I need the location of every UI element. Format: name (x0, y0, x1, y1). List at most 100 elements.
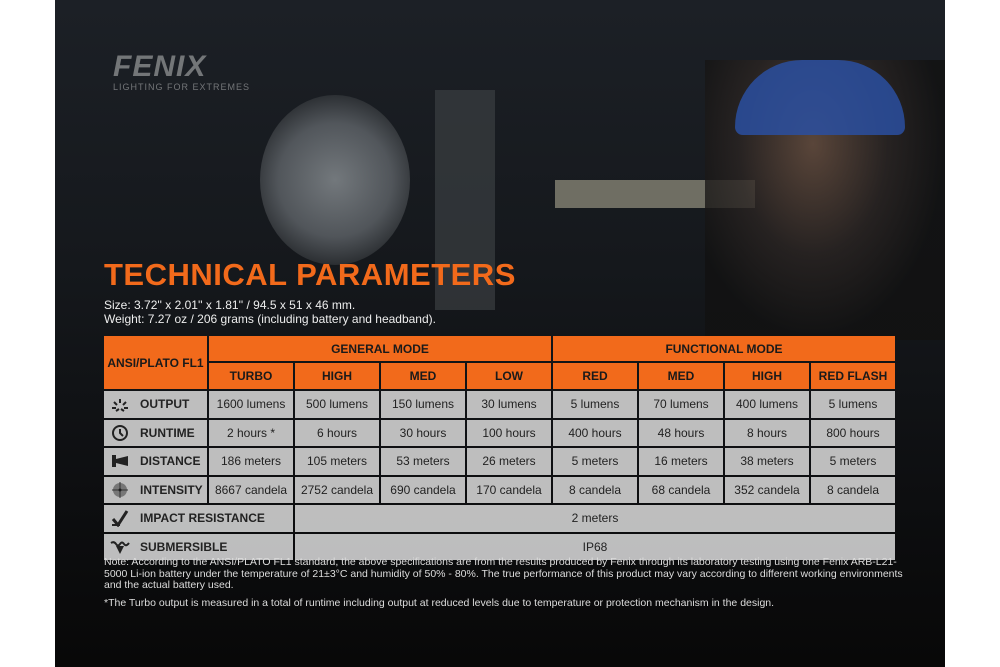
table-cell-text: 5 meters (829, 454, 877, 469)
row-label: DISTANCE (104, 448, 207, 475)
table-cell-text: IP68 (582, 539, 608, 554)
table-cell: 100 hours (467, 419, 551, 446)
table-cell: 105 meters (295, 448, 379, 475)
mode-header-text: LOW (495, 369, 523, 383)
size-spec: Size: 3.72'' x 2.01'' x 1.81'' / 94.5 x … (104, 298, 356, 312)
row-label-text: SUBMERSIBLE (140, 539, 228, 554)
impact-icon (111, 510, 129, 528)
table-cell-text: 70 lumens (653, 397, 709, 412)
table-cell-text: 6 hours (316, 425, 358, 440)
row-label: IMPACT RESISTANCE (104, 505, 293, 532)
background-helmet (735, 60, 905, 135)
row-label-text: IMPACT RESISTANCE (140, 511, 265, 526)
group-header-text: FUNCTIONAL MODE (665, 341, 783, 356)
table-cell-text: 30 lumens (481, 397, 537, 412)
background-pipe (435, 90, 495, 310)
mode-header: HIGH (295, 363, 379, 389)
mode-header: MED (381, 363, 465, 389)
table-cell: IP68 (295, 533, 895, 560)
table-cell: 5 lumens (553, 391, 637, 418)
table-cell: 53 meters (381, 448, 465, 475)
table-cell: 68 candela (639, 476, 723, 503)
background-fan (260, 95, 410, 265)
table-cell-text: 26 meters (482, 454, 536, 469)
table-cell-text: 100 hours (482, 425, 536, 440)
table-cell-text: 8 candela (568, 482, 622, 497)
table-cell: 352 candela (725, 476, 809, 503)
table-cell-text: 8 candela (826, 482, 880, 497)
table-cell-text: 352 candela (734, 482, 800, 497)
group-header: GENERAL MODE (209, 336, 551, 361)
table-cell-text: 2752 candela (300, 482, 374, 497)
light-rays-icon (112, 399, 128, 413)
table-cell-text: 30 hours (399, 425, 447, 440)
row-label-text: INTENSITY (140, 482, 203, 497)
table-cell: 2752 candela (295, 476, 379, 503)
table-cell: 6 hours (295, 419, 379, 446)
target-icon (112, 481, 128, 498)
mode-header-text: TURBO (229, 369, 273, 383)
mode-header: RED (553, 363, 637, 389)
group-header-text: GENERAL MODE (331, 341, 429, 356)
table-cell: 5 lumens (811, 391, 895, 418)
row-label-text: DISTANCE (140, 454, 201, 469)
row-label: RUNTIME (104, 419, 207, 446)
table-cell-text: 2 meters (571, 511, 619, 526)
mode-header: RED FLASH (811, 363, 895, 389)
row-label-text: OUTPUT (140, 397, 190, 412)
table-cell: 2 meters (295, 505, 895, 532)
table-cell: 500 lumens (295, 391, 379, 418)
table-cell: 400 lumens (725, 391, 809, 418)
row-label: OUTPUT (104, 391, 207, 418)
table-cell-text: 38 meters (740, 454, 794, 469)
note-text: Note: According to the ANSI/PLATO FL1 st… (104, 556, 903, 591)
table-cell-text: 170 candela (476, 482, 542, 497)
table-cell-text: 53 meters (396, 454, 450, 469)
mode-header-text: MED (667, 369, 695, 383)
table-cell: 30 lumens (467, 391, 551, 418)
mode-header: LOW (467, 363, 551, 389)
mode-header-text: HIGH (752, 369, 782, 383)
table-cell-text: 400 lumens (735, 397, 799, 412)
mode-header-text: RED FLASH (818, 369, 888, 383)
table-cell: 48 hours (639, 419, 723, 446)
table-cell: 400 hours (553, 419, 637, 446)
page-title: TECHNICAL PARAMETERS (104, 257, 516, 292)
table-cell-text: 800 hours (826, 425, 880, 440)
table-cell: 8 candela (811, 476, 895, 503)
table-cell: 8 candela (553, 476, 637, 503)
table-cell-text: 400 hours (568, 425, 622, 440)
row-label-text: RUNTIME (140, 425, 195, 440)
table-cell: 186 meters (209, 448, 293, 475)
table-cell: 5 meters (553, 448, 637, 475)
clock-icon (112, 424, 128, 441)
table-cell-text: 105 meters (306, 454, 368, 469)
table-cell-text: 1600 lumens (216, 397, 286, 412)
beam-distance-icon (112, 455, 128, 468)
mode-header-text: HIGH (322, 369, 352, 383)
table-cell-text: 5 meters (571, 454, 619, 469)
mode-header: TURBO (209, 363, 293, 389)
mode-header: HIGH (725, 363, 809, 389)
group-header: FUNCTIONAL MODE (553, 336, 895, 361)
fenix-logo: FENIX LIGHTING FOR EXTREMES (113, 50, 251, 92)
table-cell-text: 68 candela (651, 482, 711, 497)
corner-header-text: ANSI/PLATO FL1 (107, 355, 204, 370)
table-cell-text: 500 lumens (305, 397, 369, 412)
footnote-text: *The Turbo output is measured in a total… (104, 597, 775, 609)
table-cell: 8 hours (725, 419, 809, 446)
row-label: SUBMERSIBLE (104, 533, 293, 560)
table-cell-text: 186 meters (220, 454, 282, 469)
table-cell: 70 lumens (639, 391, 723, 418)
table-cell: 1600 lumens (209, 391, 293, 418)
weight-spec: Weight: 7.27 oz / 206 grams (including b… (104, 312, 436, 326)
table-cell: 170 candela (467, 476, 551, 503)
mode-header: MED (639, 363, 723, 389)
table-cell: 150 lumens (381, 391, 465, 418)
table-cell: 38 meters (725, 448, 809, 475)
table-cell: 2 hours * (209, 419, 293, 446)
mode-header-text: RED (582, 369, 608, 383)
table-cell-text: 150 lumens (391, 397, 455, 412)
table-cell: 30 hours (381, 419, 465, 446)
table-cell: 26 meters (467, 448, 551, 475)
